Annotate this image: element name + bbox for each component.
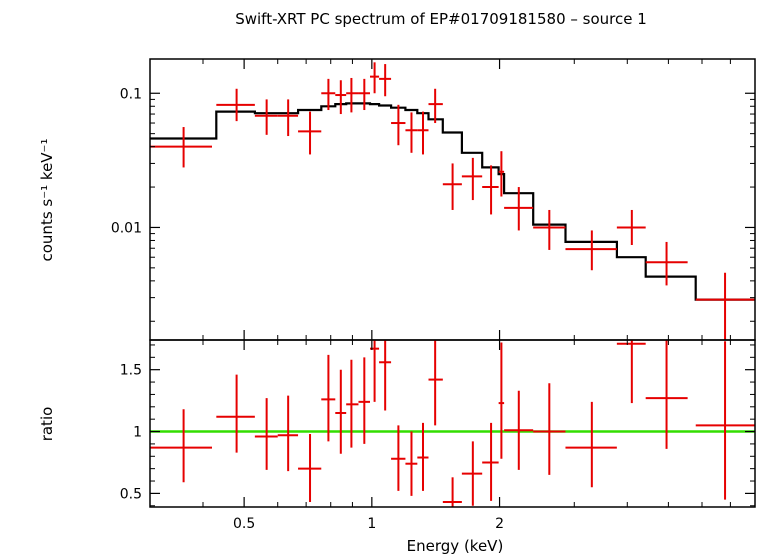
data-point: [321, 78, 336, 111]
data-point: [616, 209, 646, 246]
data-point: [498, 151, 505, 197]
data-point: [335, 369, 347, 454]
data-point: [298, 111, 322, 155]
spectrum-panel: 0.01 0.1 counts s⁻¹ keV⁻¹: [38, 58, 756, 341]
data-point: [428, 340, 443, 426]
x-tick-label: 2: [495, 516, 504, 532]
ratio-series: [150, 340, 755, 507]
data-point: [482, 422, 499, 501]
data-point: [645, 241, 688, 286]
data-point: [504, 390, 534, 470]
data-point: [358, 357, 370, 444]
data-point: [150, 409, 212, 483]
data-point: [461, 441, 483, 506]
data-point: [254, 99, 278, 135]
data-point: [645, 340, 688, 449]
data-point: [482, 165, 499, 215]
spectrum-y-axis-label: counts s⁻¹ keV⁻¹: [38, 139, 56, 262]
y-tick-label: 1: [133, 425, 142, 441]
data-point: [335, 80, 347, 115]
data-point: [216, 88, 255, 122]
y-tick-label: 0.5: [120, 486, 142, 502]
data-series: [150, 62, 755, 340]
data-point: [533, 209, 566, 250]
data-point: [616, 340, 646, 404]
data-point: [442, 477, 462, 507]
data-point: [417, 111, 429, 155]
data-point: [298, 434, 322, 503]
data-point: [358, 78, 370, 111]
data-point: [405, 112, 418, 153]
data-point: [461, 157, 483, 201]
data-point: [695, 272, 755, 340]
data-point: [379, 64, 392, 97]
x-tick-label: 1: [367, 516, 376, 532]
data-point: [428, 88, 443, 124]
data-point: [379, 340, 392, 411]
ratio-y-axis-label: ratio: [38, 407, 56, 442]
spectrum-axes: 0.01 0.1: [111, 58, 756, 341]
data-point: [346, 359, 359, 448]
data-point: [417, 422, 429, 491]
data-point: [498, 342, 505, 459]
data-point: [442, 163, 462, 210]
data-point: [565, 401, 617, 488]
y-tick-label: 0.1: [120, 86, 142, 102]
x-axis-label: Energy (keV): [407, 537, 504, 555]
ratio-panel: 0.5 1 2 0.5 1 1.5 ratio Energy (keV): [38, 339, 756, 555]
data-point: [321, 354, 336, 442]
x-tick-label: 0.5: [233, 516, 255, 532]
data-point: [565, 230, 617, 271]
data-point: [533, 383, 566, 475]
data-point: [695, 341, 755, 500]
y-tick-label: 0.01: [111, 220, 142, 236]
ratio-frame: [149, 339, 756, 508]
data-point: [391, 104, 406, 146]
chart-title: Swift-XRT PC spectrum of EP#01709181580 …: [235, 10, 647, 28]
data-point: [504, 187, 534, 231]
data-point: [369, 62, 380, 94]
data-point: [254, 398, 278, 470]
y-tick-label: 1.5: [120, 363, 142, 379]
data-point: [216, 374, 255, 453]
data-point: [391, 425, 406, 491]
data-point: [346, 77, 359, 113]
data-point: [277, 395, 299, 472]
data-point: [405, 431, 418, 496]
data-point: [150, 127, 212, 168]
ratio-axes: 0.5 1 2 0.5 1 1.5: [120, 339, 756, 532]
data-point: [277, 99, 299, 137]
